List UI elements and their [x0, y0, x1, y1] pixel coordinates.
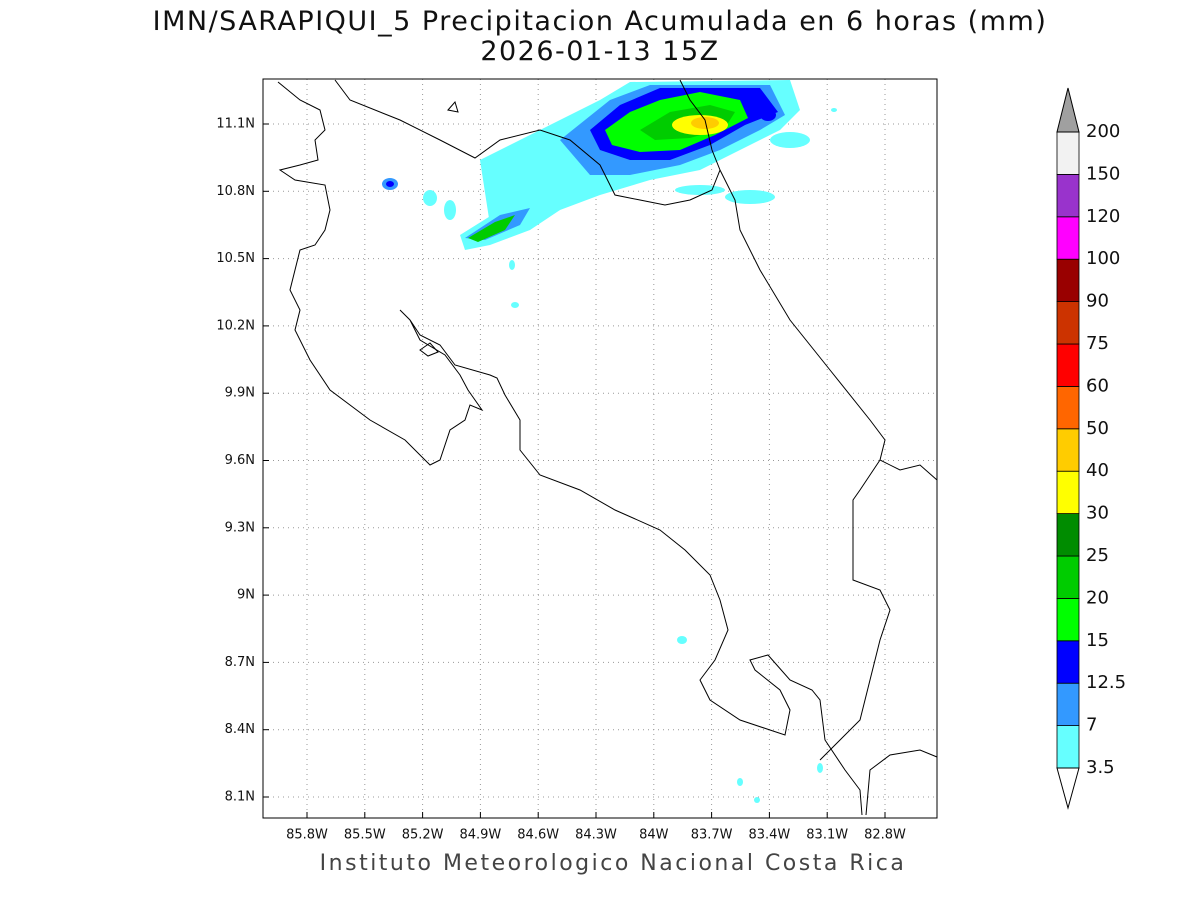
- map-title: IMN/SARAPIQUI_5 Precipitacion Acumulada …: [153, 6, 1048, 37]
- colorbar-segment: [1056, 640, 1080, 684]
- y-tick-label: 11.1N: [216, 117, 255, 132]
- x-tick-label: 82.8W: [864, 828, 906, 843]
- colorbar-segment: [1056, 301, 1080, 345]
- x-tick-label: 84.3W: [575, 828, 617, 843]
- colorbar-segment: [1056, 216, 1080, 260]
- y-tick-label: 9.3N: [225, 520, 255, 535]
- colorbar-label: 20: [1086, 587, 1109, 608]
- colorbar-label: 15: [1086, 630, 1109, 651]
- colorbar: 3.5 7 12.5 15 20 25 30 40 50 60 75 90 100 120 150 200: [1056, 87, 1126, 810]
- colorbar-label: 75: [1086, 333, 1109, 354]
- colorbar-segment: [1056, 131, 1080, 175]
- colorbar-segment: [1056, 555, 1080, 599]
- colorbar-label: 150: [1086, 163, 1120, 184]
- colorbar-segment: [1056, 173, 1080, 218]
- colorbar-segment: [1056, 598, 1080, 642]
- colorbar-segment: [1056, 470, 1080, 515]
- x-tick-label: 83.7W: [691, 828, 733, 843]
- colorbar-label: 3.5: [1086, 757, 1115, 778]
- colorbar-segment: [1056, 385, 1080, 430]
- map-frame: [262, 78, 938, 819]
- coastlines: [277, 79, 938, 816]
- y-tick-label: 8.4N: [225, 722, 255, 737]
- colorbar-label: 7: [1086, 715, 1097, 736]
- colorbar-segment: [1056, 343, 1080, 387]
- precipitation: [382, 80, 837, 803]
- colorbar-segment: [1056, 682, 1080, 727]
- x-tick-label: 84.9W: [459, 828, 501, 843]
- colorbar-label: 90: [1086, 291, 1109, 312]
- colorbar-label: 40: [1086, 460, 1109, 481]
- grid: [263, 79, 937, 818]
- colorbar-label: 100: [1086, 248, 1120, 269]
- colorbar-over: [1056, 87, 1080, 133]
- colorbar-segment: [1056, 513, 1080, 557]
- colorbar-segment: [1056, 725, 1080, 769]
- y-tick-label: 9.9N: [225, 386, 255, 401]
- y-tick-label: 9N: [237, 588, 255, 603]
- colorbar-label: 50: [1086, 418, 1109, 439]
- x-tick-label: 85.8W: [286, 828, 328, 843]
- x-tick-label: 84.6W: [517, 828, 559, 843]
- y-tick-label: 10.5N: [216, 251, 255, 266]
- colorbar-segment: [1056, 258, 1080, 303]
- y-tick-label: 8.1N: [225, 790, 255, 805]
- colorbar-label: 30: [1086, 503, 1109, 524]
- x-tick-label: 85.5W: [344, 828, 386, 843]
- footer: Instituto Meteorologico Nacional Costa R…: [320, 851, 907, 876]
- x-tick-label: 83.4W: [748, 828, 790, 843]
- x-tick-label: 84W: [639, 828, 669, 843]
- map-subtitle: 2026-01-13 15Z: [480, 36, 719, 67]
- colorbar-label: 60: [1086, 375, 1109, 396]
- y-tick-label: 8.7N: [225, 655, 255, 670]
- colorbar-label: 200: [1086, 121, 1120, 142]
- y-tick-label: 10.2N: [216, 318, 255, 333]
- y-tick-label: 10.8N: [216, 184, 255, 199]
- colorbar-label: 25: [1086, 545, 1109, 566]
- colorbar-label: 120: [1086, 206, 1120, 227]
- colorbar-segment: [1056, 428, 1080, 472]
- colorbar-label: 12.5: [1086, 672, 1126, 693]
- x-tick-label: 85.2W: [402, 828, 444, 843]
- x-tick-label: 83.1W: [806, 828, 848, 843]
- colorbar-under: [1056, 767, 1080, 810]
- y-tick-label: 9.6N: [225, 453, 255, 468]
